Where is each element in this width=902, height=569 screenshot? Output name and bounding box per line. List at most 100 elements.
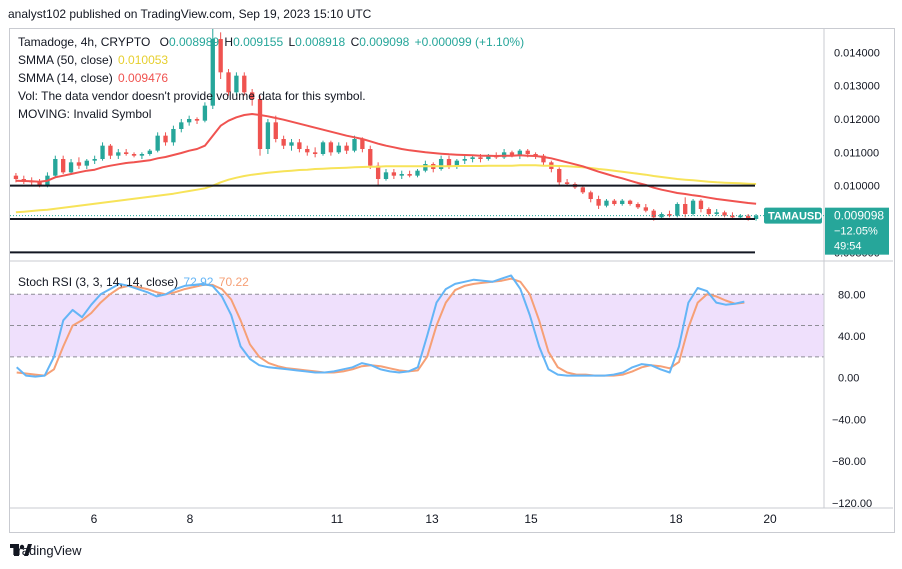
smma50-value: 0.010053 (118, 53, 169, 67)
stoch-tick-label: −40.00 (832, 414, 866, 426)
price-tick-label: 0.010000 (834, 181, 880, 193)
candle-body (37, 182, 42, 186)
candle-body (407, 174, 412, 176)
price-tick-label: 0.012000 (834, 114, 880, 126)
candle-body (108, 145, 113, 156)
price-pane (10, 29, 759, 254)
smma50-label: SMMA (50, close) (18, 53, 113, 67)
candle-body (368, 149, 373, 166)
symbol-badge-text: TAMAUSD (768, 211, 822, 223)
candle-body (242, 75, 247, 93)
candle-body (557, 169, 562, 183)
candle-body (399, 174, 404, 176)
candle-body (163, 135, 168, 143)
symbol-badge (764, 207, 822, 224)
time-tick-label: 15 (524, 512, 538, 526)
smma50-line: SMMA (50, close) 0.010053 (18, 51, 526, 69)
candle-body (305, 149, 310, 153)
smma14-value: 0.009476 (118, 71, 169, 85)
candle-body (375, 165, 381, 179)
high-value: 0.009155 (233, 35, 284, 49)
low-label: L (288, 35, 296, 49)
candle-body (454, 160, 460, 166)
open-label: O (159, 35, 169, 49)
candle-body (131, 154, 137, 156)
candle-body (438, 159, 444, 169)
time-tick-label: 18 (669, 512, 683, 526)
candle-body (730, 215, 735, 218)
candle-body (651, 210, 656, 218)
open-value: 0.008989 (168, 35, 220, 49)
price-tick-label: 0.013000 (834, 81, 880, 93)
candle-body (383, 172, 389, 179)
stoch-tick-label: −80.00 (832, 456, 866, 468)
candle-body (643, 207, 648, 211)
candle-body (462, 159, 467, 161)
candle-body (336, 145, 341, 153)
price-badge (825, 207, 889, 255)
stoch-tick-label: 0.00 (838, 373, 859, 385)
candle-body (21, 179, 26, 181)
candle-body (635, 204, 641, 208)
candle-body (273, 122, 278, 139)
time-tick-label: 11 (331, 512, 344, 526)
ohlc-line: Tamadoge, 4h, CRYPTO O0.008989 H0.009155… (18, 33, 526, 51)
stoch-d-value: 70.22 (218, 275, 249, 289)
candle-body (265, 122, 271, 149)
candle-body (580, 187, 586, 193)
stoch-k-value: 72.92 (183, 275, 214, 289)
low-value: 0.008918 (295, 35, 346, 49)
candle-body (249, 92, 255, 99)
candle-body (564, 182, 570, 184)
candle-body (478, 157, 483, 159)
candle-body (328, 142, 334, 153)
smma14-line (15, 113, 757, 205)
stoch-tick-label: 40.00 (838, 331, 866, 343)
price-badge-value: 0.009098 (834, 209, 884, 223)
candle-body (541, 155, 546, 163)
candle-body (13, 175, 19, 179)
candle-body (509, 152, 515, 156)
symbol-line: Tamadoge, 4h, CRYPTO (18, 35, 151, 49)
stoch-pane (16, 274, 745, 378)
candle-body (604, 200, 609, 206)
high-label: H (224, 35, 234, 49)
candle-body (61, 159, 66, 173)
candle-body (76, 162, 82, 166)
change-value: +0.000099 (+1.10%) (414, 35, 525, 49)
candle-body (218, 39, 223, 73)
stoch-d-line (16, 277, 745, 377)
candle-body (620, 200, 625, 204)
candle-body (738, 215, 743, 218)
candle-body (352, 139, 357, 151)
candle-body (415, 170, 420, 176)
candle-body (84, 160, 89, 166)
candle-body (53, 159, 58, 176)
candle-body (124, 152, 129, 154)
candle-body (100, 145, 105, 159)
candle-body (344, 145, 349, 151)
candle-body (667, 214, 672, 216)
candle-body (226, 72, 231, 93)
price-tick-label: 0.014000 (834, 47, 880, 59)
candle-body (297, 142, 302, 149)
candle-body (683, 204, 688, 214)
moving-note: MOVING: Invalid Symbol (18, 107, 152, 121)
candle-body (92, 159, 97, 161)
price-badge-change: −12.05% (834, 226, 878, 238)
close-label: C (350, 35, 360, 49)
candle-body (525, 150, 530, 154)
candle-body (753, 215, 759, 219)
candle-body (690, 200, 696, 214)
stoch-legend: Stoch RSI (3, 3, 14, 14, close) 72.92 70… (18, 273, 251, 291)
candle-body (179, 122, 184, 129)
candle-body (698, 200, 704, 209)
time-tick-label: 20 (763, 512, 777, 526)
candle-body (68, 162, 74, 173)
candle-body (147, 150, 152, 154)
smma14-label: SMMA (14, close) (18, 71, 113, 85)
price-legend: Tamadoge, 4h, CRYPTO O0.008989 H0.009155… (18, 33, 526, 123)
axes: 0.014000 0.013000 0.012000 0.011000 0.010000… (10, 29, 893, 526)
smma14-line: SMMA (14, close) 0.009476 (18, 69, 526, 87)
